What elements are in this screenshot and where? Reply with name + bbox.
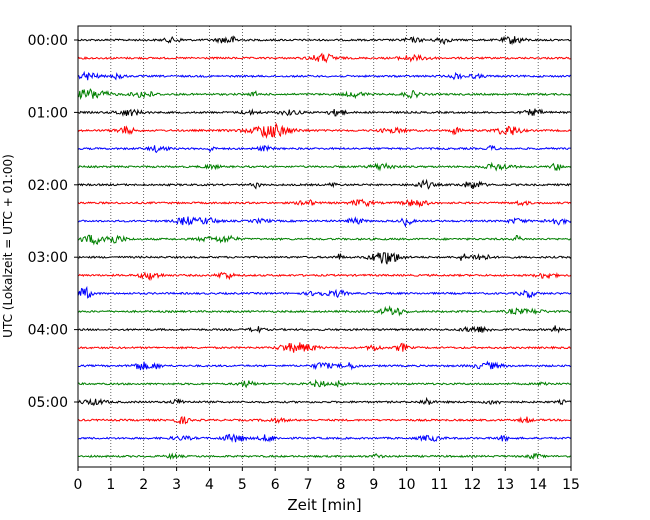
x-tick-label: 9 (369, 477, 378, 493)
seismic-trace (77, 161, 572, 172)
seismic-trace (77, 70, 572, 81)
seismic-trace (77, 52, 572, 64)
seismic-trace (77, 433, 572, 443)
x-tick-label: 15 (562, 477, 580, 493)
y-tick-label: 01:00 (28, 105, 68, 121)
seismic-trace (77, 198, 572, 208)
x-tick-label: 13 (496, 477, 514, 493)
x-tick-label: 6 (271, 477, 280, 493)
y-axis-ticks: 00:00 01:00 02:00 03:00 04:00 05:00 (28, 33, 78, 411)
seismic-trace (77, 285, 572, 299)
y-tick-label: 02:00 (28, 178, 68, 194)
seismic-trace (77, 252, 572, 265)
x-tick-label: 10 (398, 477, 416, 493)
seismic-trace (77, 122, 572, 140)
x-tick-label: 8 (336, 477, 345, 493)
x-tick-label: 14 (529, 477, 547, 493)
x-tick-label: 4 (205, 477, 214, 493)
x-tick-label: 12 (463, 477, 481, 493)
y-tick-label: 00:00 (28, 33, 68, 49)
y-axis-label: UTC (Lokalzeit = UTC + 01:00) (1, 154, 15, 338)
seismic-trace (77, 305, 572, 317)
seismic-trace (77, 216, 572, 228)
x-axis-ticks: 0 1 2 3 4 5 6 7 8 9 10 11 12 13 14 15 (74, 467, 580, 493)
x-axis-label: Zeit [min] (287, 496, 361, 514)
seismic-traces (77, 35, 572, 461)
seismic-trace (77, 360, 572, 371)
seismic-trace (77, 178, 572, 190)
seismic-trace (77, 342, 572, 353)
seismic-trace (77, 396, 572, 407)
plot-frame (77, 25, 572, 468)
seismic-trace (77, 144, 572, 154)
x-tick-label: 1 (106, 477, 115, 493)
y-tick-label: 04:00 (28, 323, 68, 339)
seismic-trace (77, 271, 572, 282)
y-tick-label: 03:00 (28, 250, 68, 266)
seismic-trace (77, 35, 572, 46)
seismic-trace (77, 415, 572, 425)
seismic-trace (77, 325, 572, 334)
x-tick-label: 7 (304, 477, 313, 493)
x-tick-label: 2 (139, 477, 148, 493)
x-tick-label: 11 (431, 477, 449, 493)
seismic-trace (77, 88, 572, 100)
seismic-trace (77, 234, 572, 246)
x-tick-label: 3 (172, 477, 181, 493)
x-tick-label: 0 (74, 477, 83, 493)
seismic-trace (77, 108, 572, 117)
x-tick-label: 5 (238, 477, 247, 493)
seismic-trace (77, 452, 572, 461)
grid-lines (110, 26, 539, 467)
seismic-trace (77, 378, 572, 389)
y-tick-label: 05:00 (28, 395, 68, 411)
